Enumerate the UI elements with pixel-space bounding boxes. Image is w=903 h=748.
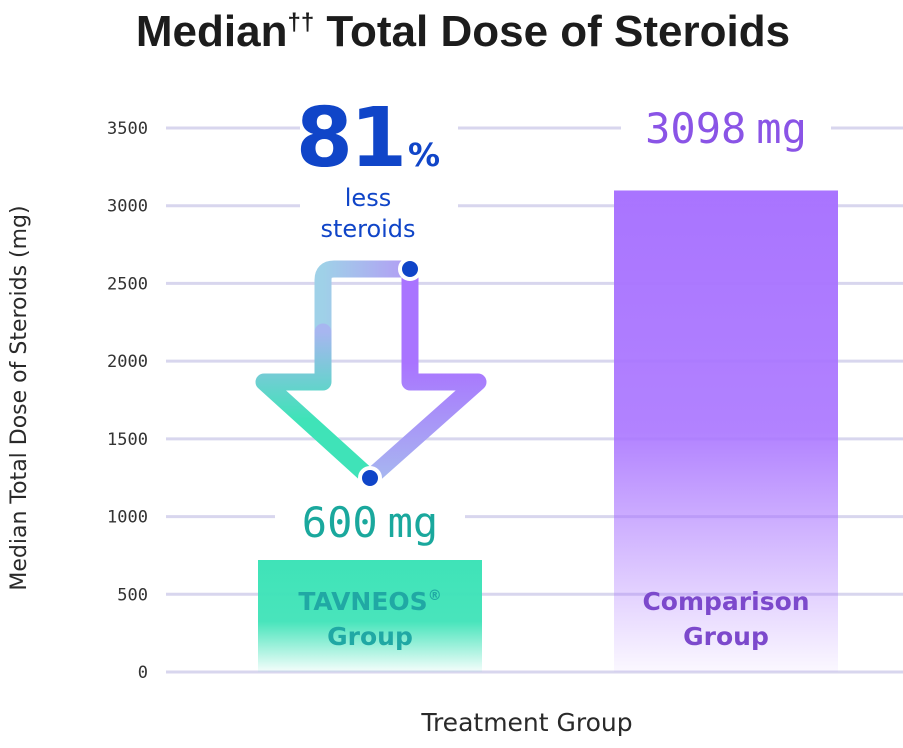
tavneos-bar [258,560,482,672]
comparison-value-number: 3098 [645,104,746,153]
y-tick-label-1500: 1500 [107,430,148,450]
arrow-end-dot [358,466,382,490]
reduction-percent: 81% [296,91,440,186]
chart-title-sup: †† [287,9,314,36]
y-tick-label-500: 500 [117,585,148,605]
reduction-annotation-bg [300,92,458,242]
y-tick-label-0: 0 [138,663,148,683]
tavneos-category-reg: ® [428,588,442,604]
comparison-value-unit: mg [756,104,807,153]
tavneos-value-unit: mg [388,498,439,547]
chart-title: Median†† Total Dose of Steroids [136,7,790,56]
tavneos-value-label-bg [275,497,465,547]
reduction-percent-sign: % [408,136,440,174]
comparison-value-label: 3098 mg [645,104,807,153]
comparison-value-label-bg [621,103,831,153]
tavneos-category-label-line2: Group [327,622,413,651]
y-tick-label-1000: 1000 [107,508,148,528]
y-tick-label-3500: 3500 [107,119,148,139]
comparison-category-label-line1: Comparison [642,587,809,616]
down-arrow-top-segment [314,260,419,341]
y-tick-label-3000: 3000 [107,197,148,217]
y-tick-label-2500: 2500 [107,274,148,294]
comparison-bar [614,190,838,672]
reduction-percent-number: 81 [296,91,404,186]
chart-title-main: Median [136,7,288,56]
arrow-start-dot [398,257,422,281]
tavneos-category-label-line1: TAVNEOS® [298,587,441,616]
down-arrow-icon [255,257,487,490]
reduction-text-line2: steroids [320,215,415,243]
down-arrow-right-segment [361,260,487,487]
y-tick-labels: 0 500 1000 1500 2000 2500 3000 3500 [107,119,148,683]
y-tick-label-2000: 2000 [107,352,148,372]
tavneos-value-label: 600 mg [302,498,438,547]
x-axis-label: Treatment Group [420,708,632,737]
down-arrow-left-segment [255,323,379,487]
bars [258,190,838,672]
tavneos-category-name: TAVNEOS [298,587,427,616]
tavneos-value-number: 600 [302,498,378,547]
chart-title-rest: Total Dose of Steroids [314,7,790,56]
reduction-text-line1: less [345,184,391,212]
y-axis-label: Median Total Dose of Steroids (mg) [7,205,32,590]
comparison-category-label-line2: Group [683,622,769,651]
